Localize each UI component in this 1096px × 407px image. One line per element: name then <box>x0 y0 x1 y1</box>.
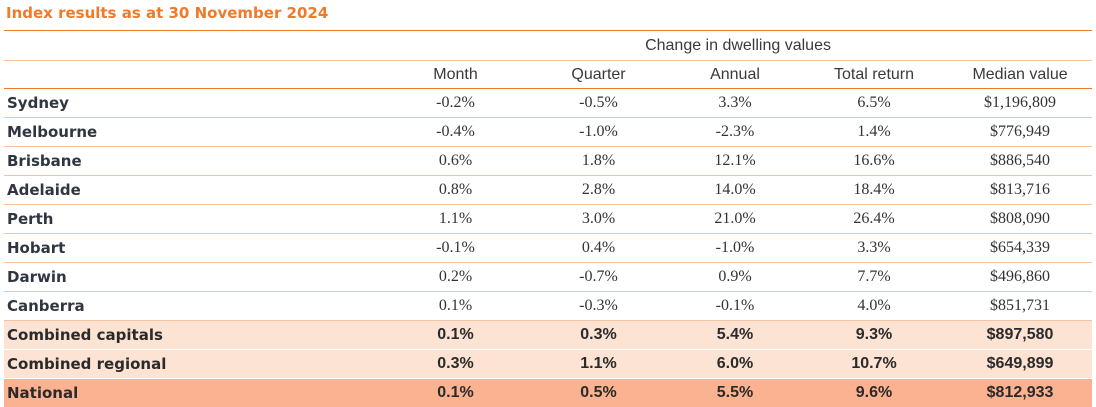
median-value: $897,580 <box>948 321 1092 350</box>
median-value: $886,540 <box>948 147 1092 176</box>
region-label: Perth <box>4 205 384 234</box>
annual-change: 5.5% <box>670 379 800 407</box>
month-change: 0.6% <box>384 147 527 176</box>
column-header-median-value: Median value <box>948 61 1092 89</box>
quarter-change: 0.3% <box>527 321 670 350</box>
column-header-row: Month Quarter Annual Total return Median… <box>4 61 1092 89</box>
table-title: Index results as at 30 November 2024 <box>6 2 328 24</box>
table-row-combined-regional: Combined regional 0.3% 1.1% 6.0% 10.7% $… <box>4 350 1092 379</box>
median-value: $808,090 <box>948 205 1092 234</box>
month-change: 0.2% <box>384 263 527 292</box>
annual-change: 0.9% <box>670 263 800 292</box>
median-value: $851,731 <box>948 292 1092 321</box>
table-row-brisbane: Brisbane 0.6% 1.8% 12.1% 16.6% $886,540 <box>4 147 1092 176</box>
total-return: 3.3% <box>800 234 948 263</box>
quarter-change: 0.4% <box>527 234 670 263</box>
annual-change: 12.1% <box>670 147 800 176</box>
month-change: 0.1% <box>384 321 527 350</box>
table-row-national: National 0.1% 0.5% 5.5% 9.6% $812,933 <box>4 379 1092 407</box>
median-value: $496,860 <box>948 263 1092 292</box>
group-header-row: Change in dwelling values <box>4 31 1092 61</box>
median-value: $776,949 <box>948 118 1092 147</box>
total-return: 16.6% <box>800 147 948 176</box>
total-return: 9.6% <box>800 379 948 407</box>
table-row-sydney: Sydney -0.2% -0.5% 3.3% 6.5% $1,196,809 <box>4 89 1092 118</box>
region-label: Hobart <box>4 234 384 263</box>
month-change: 0.1% <box>384 292 527 321</box>
region-label: Combined capitals <box>4 321 384 350</box>
column-header-quarter: Quarter <box>527 61 670 89</box>
column-header-total-return: Total return <box>800 61 948 89</box>
annual-change: 21.0% <box>670 205 800 234</box>
header-spacer <box>4 61 384 89</box>
index-results-table: Change in dwelling values Month Quarter … <box>4 30 1092 407</box>
quarter-change: -0.5% <box>527 89 670 118</box>
annual-change: -0.1% <box>670 292 800 321</box>
header-spacer <box>4 31 384 61</box>
annual-change: 3.3% <box>670 89 800 118</box>
median-value: $812,933 <box>948 379 1092 407</box>
month-change: 0.1% <box>384 379 527 407</box>
month-change: -0.1% <box>384 234 527 263</box>
region-label: Sydney <box>4 89 384 118</box>
total-return: 18.4% <box>800 176 948 205</box>
month-change: 0.8% <box>384 176 527 205</box>
total-return: 7.7% <box>800 263 948 292</box>
region-label: Darwin <box>4 263 384 292</box>
quarter-change: 2.8% <box>527 176 670 205</box>
month-change: -0.2% <box>384 89 527 118</box>
quarter-change: 3.0% <box>527 205 670 234</box>
total-return: 26.4% <box>800 205 948 234</box>
column-header-month: Month <box>384 61 527 89</box>
month-change: 0.3% <box>384 350 527 379</box>
total-return: 6.5% <box>800 89 948 118</box>
group-header-change-in-dwelling-values: Change in dwelling values <box>384 31 1092 61</box>
quarter-change: 0.5% <box>527 379 670 407</box>
quarter-change: -0.3% <box>527 292 670 321</box>
quarter-change: 1.1% <box>527 350 670 379</box>
total-return: 10.7% <box>800 350 948 379</box>
quarter-change: 1.8% <box>527 147 670 176</box>
total-return: 1.4% <box>800 118 948 147</box>
median-value: $1,196,809 <box>948 89 1092 118</box>
annual-change: 14.0% <box>670 176 800 205</box>
table-row-adelaide: Adelaide 0.8% 2.8% 14.0% 18.4% $813,716 <box>4 176 1092 205</box>
table-row-canberra: Canberra 0.1% -0.3% -0.1% 4.0% $851,731 <box>4 292 1092 321</box>
region-label: Adelaide <box>4 176 384 205</box>
table-row-darwin: Darwin 0.2% -0.7% 0.9% 7.7% $496,860 <box>4 263 1092 292</box>
region-label: Canberra <box>4 292 384 321</box>
table-row-combined-capitals: Combined capitals 0.1% 0.3% 5.4% 9.3% $8… <box>4 321 1092 350</box>
region-label: National <box>4 379 384 407</box>
median-value: $654,339 <box>948 234 1092 263</box>
region-label: Brisbane <box>4 147 384 176</box>
table-row-perth: Perth 1.1% 3.0% 21.0% 26.4% $808,090 <box>4 205 1092 234</box>
median-value: $649,899 <box>948 350 1092 379</box>
table-row-melbourne: Melbourne -0.4% -1.0% -2.3% 1.4% $776,94… <box>4 118 1092 147</box>
total-return: 4.0% <box>800 292 948 321</box>
region-label: Melbourne <box>4 118 384 147</box>
month-change: -0.4% <box>384 118 527 147</box>
annual-change: 6.0% <box>670 350 800 379</box>
annual-change: -2.3% <box>670 118 800 147</box>
total-return: 9.3% <box>800 321 948 350</box>
quarter-change: -0.7% <box>527 263 670 292</box>
table-row-hobart: Hobart -0.1% 0.4% -1.0% 3.3% $654,339 <box>4 234 1092 263</box>
column-header-annual: Annual <box>670 61 800 89</box>
annual-change: -1.0% <box>670 234 800 263</box>
median-value: $813,716 <box>948 176 1092 205</box>
month-change: 1.1% <box>384 205 527 234</box>
quarter-change: -1.0% <box>527 118 670 147</box>
annual-change: 5.4% <box>670 321 800 350</box>
region-label: Combined regional <box>4 350 384 379</box>
